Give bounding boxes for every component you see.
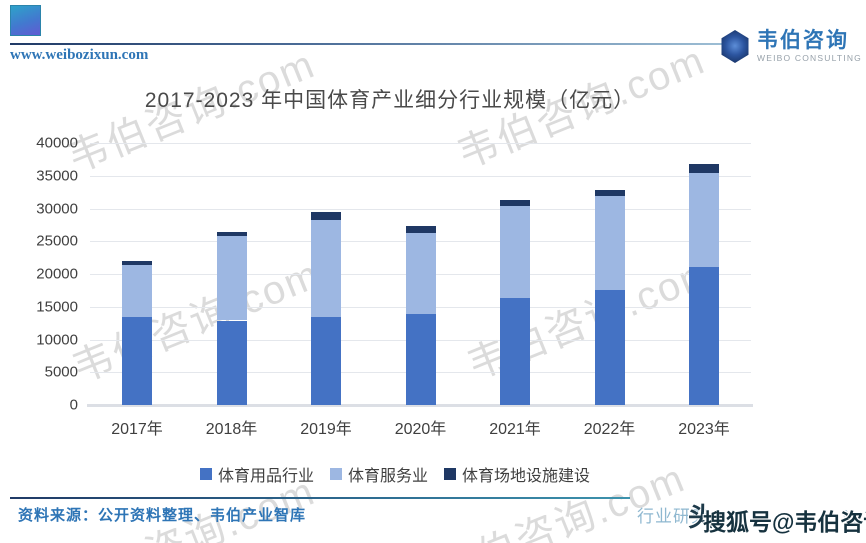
brand-block: 韦伯咨询 WEIBO CONSULTING: [720, 28, 862, 63]
bar-segment-体育场地设施建设-2021年: [500, 199, 530, 206]
legend-swatch-icon: [444, 468, 456, 480]
chart-legend: 体育用品行业 体育服务业 体育场地设施建设: [0, 462, 790, 486]
bar-segment-体育服务业-2019年: [311, 219, 341, 318]
bar-segment-体育场地设施建设-2020年: [405, 226, 436, 234]
gridline-35000: [90, 175, 751, 177]
y-axis-label-20000: 20000: [36, 265, 78, 283]
toutiao-watermark-fragment: 头: [688, 502, 715, 532]
legend-swatch-icon: [329, 468, 342, 480]
brand-subtitle: WEIBO CONSULTING: [757, 53, 862, 63]
y-axis-label-10000: 10000: [36, 331, 78, 348]
legend-item-体育场地设施建设: 体育场地设施建设: [444, 462, 590, 486]
legend-item-体育用品行业: 体育用品行业: [199, 462, 314, 486]
industry-research-label: 行业研究: [637, 507, 709, 526]
footer-divider: [10, 497, 630, 499]
sohu-watermark: 搜狐号@韦伯咨询: [703, 509, 866, 535]
bar-segment-体育服务业-2018年: [216, 236, 247, 321]
bar-segment-体育服务业-2017年: [122, 265, 152, 317]
y-axis-label-35000: 35000: [36, 167, 78, 185]
website-url[interactable]: www.weibozixun.com: [10, 47, 149, 63]
legend-label: 体育服务业: [347, 468, 428, 485]
bar-segment-体育场地设施建设-2018年: [216, 232, 247, 236]
bar-segment-体育服务业-2020年: [405, 233, 436, 314]
legend-label: 体育用品行业: [217, 468, 314, 485]
bar-segment-体育服务业-2022年: [594, 196, 625, 291]
x-axis-label-2018年: 2018年: [205, 421, 258, 438]
x-axis-line: [87, 404, 753, 407]
watermark-tail: 询: [843, 509, 861, 529]
bar-segment-体育用品行业-2020年: [405, 313, 436, 405]
legend-item-体育服务业: 体育服务业: [329, 462, 428, 486]
bar-segment-体育场地设施建设-2023年: [689, 163, 719, 174]
y-axis-label-25000: 25000: [36, 232, 78, 250]
bar-segment-体育服务业-2023年: [689, 173, 719, 268]
bar-segment-体育用品行业-2017年: [122, 316, 152, 405]
bar-segment-体育服务业-2021年: [500, 205, 530, 298]
bar-segment-体育用品行业-2018年: [216, 320, 247, 405]
gridline-40000: [90, 143, 751, 144]
x-axis-label-2020年: 2020年: [394, 421, 447, 438]
bar-segment-体育场地设施建设-2019年: [311, 212, 341, 220]
bar-segment-体育用品行业-2023年: [689, 267, 719, 405]
y-axis-label-5000: 5000: [44, 363, 78, 381]
gridline-30000: [90, 208, 751, 210]
brand-name: 韦伯咨询: [757, 28, 849, 52]
x-axis-label-2017年: 2017年: [111, 421, 163, 438]
y-axis-label-0: 0: [69, 396, 78, 414]
x-axis-label-2021年: 2021年: [489, 421, 541, 438]
bar-segment-体育场地设施建设-2017年: [122, 260, 152, 266]
y-axis-label-40000: 40000: [36, 134, 78, 152]
weibo-consulting-logo-icon: [721, 30, 749, 63]
legend-swatch-icon: [199, 468, 212, 480]
bar-segment-体育场地设施建设-2022年: [594, 190, 625, 197]
x-axis-label-2022年: 2022年: [583, 421, 636, 438]
brand-text: 韦伯咨询 WEIBO CONSULTING: [757, 28, 862, 63]
x-axis-label-2019年: 2019年: [300, 421, 352, 438]
x-axis-label-2023年: 2023年: [678, 421, 730, 438]
bar-segment-体育用品行业-2022年: [594, 290, 625, 405]
chart-title: 2017-2023 年中国体育产业细分行业规模（亿元）: [144, 89, 636, 112]
legend-label: 体育场地设施建设: [462, 468, 591, 485]
data-source: 资料来源：公开资料整理、韦伯产业智库: [18, 508, 307, 524]
weibozixun-logo: [10, 5, 41, 36]
header-divider: [10, 43, 736, 45]
bar-segment-体育用品行业-2019年: [311, 317, 341, 405]
y-axis-label-30000: 30000: [36, 200, 78, 217]
bar-segment-体育用品行业-2021年: [500, 297, 530, 405]
y-axis-label-15000: 15000: [36, 298, 78, 316]
